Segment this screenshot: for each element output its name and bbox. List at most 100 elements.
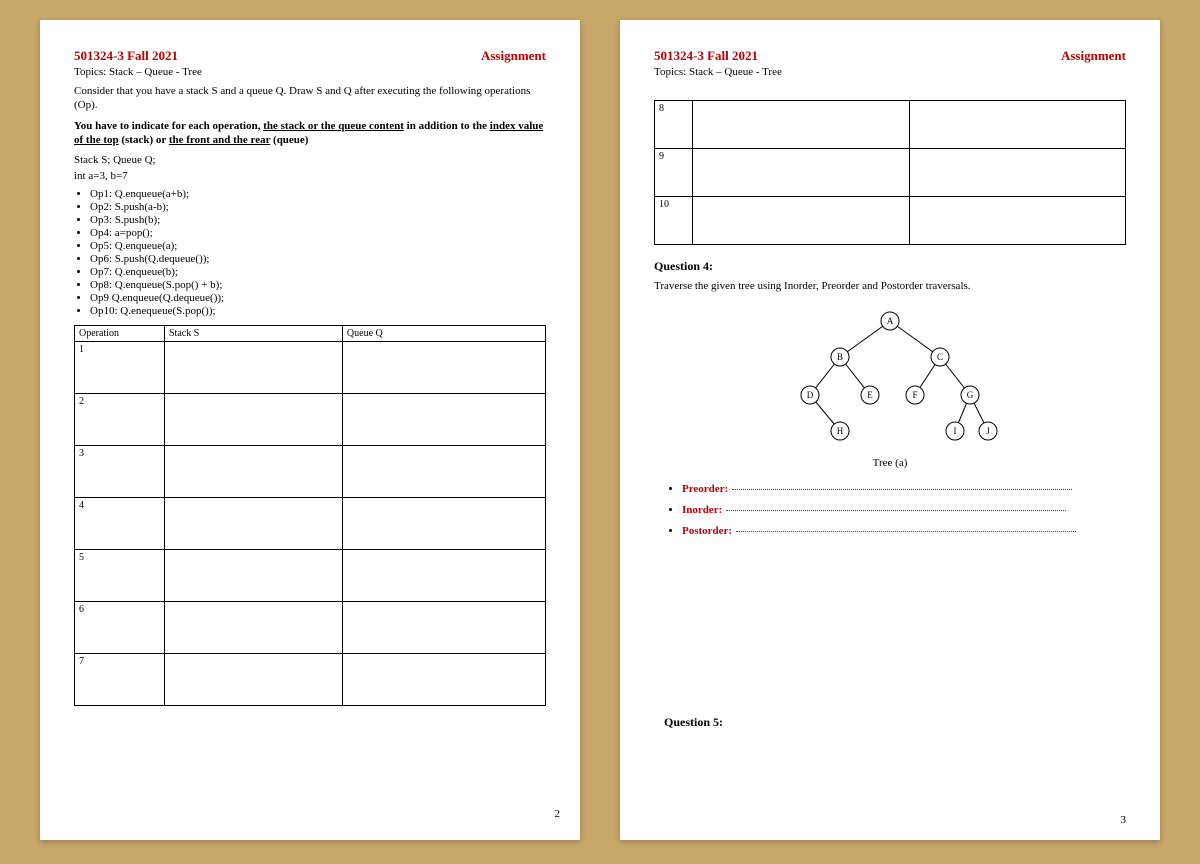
- traversal-label: Postorder:: [682, 525, 732, 537]
- cell: [342, 549, 545, 601]
- row-label: 7: [75, 653, 165, 705]
- cell: [165, 653, 343, 705]
- svg-text:F: F: [912, 390, 917, 400]
- op-item: Op5: Q.enqueue(a);: [90, 240, 546, 252]
- op-item: Op3: S.push(b);: [90, 214, 546, 226]
- answer-blank: [732, 489, 1072, 490]
- cell: [909, 197, 1126, 245]
- decl-stack-queue: Stack S; Queue Q;: [74, 153, 546, 167]
- course-code: 501324-3 Fall 2021: [654, 48, 758, 64]
- op-item: Op2: S.push(a-b);: [90, 201, 546, 213]
- page-number: 3: [1121, 814, 1127, 826]
- intro-paragraph: Consider that you have a stack S and a q…: [74, 84, 546, 113]
- cell: [342, 497, 545, 549]
- operations-list: Op1: Q.enqueue(a+b); Op2: S.push(a-b); O…: [90, 188, 546, 317]
- cell: [693, 197, 910, 245]
- row-label: 1: [75, 341, 165, 393]
- cell: [342, 445, 545, 497]
- traversal-item: Preorder:: [682, 483, 1126, 495]
- question-5-title: Question 5:: [664, 715, 723, 730]
- instr-seg-1: You have to indicate for each operation,: [74, 120, 263, 132]
- traversal-list: Preorder: Inorder: Postorder:: [682, 483, 1126, 537]
- topics-line: Topics: Stack – Queue - Tree: [74, 66, 546, 78]
- instr-seg-2: in addition to the: [404, 120, 490, 132]
- table-row: 5: [75, 549, 546, 601]
- svg-text:B: B: [837, 352, 843, 362]
- col-stack: Stack S: [165, 325, 343, 341]
- op-item: Op6: S.push(Q.dequeue());: [90, 253, 546, 265]
- svg-text:H: H: [837, 426, 844, 436]
- cell: [909, 101, 1126, 149]
- cell: [909, 149, 1126, 197]
- table-row: 10: [655, 197, 1126, 245]
- instruction-paragraph: You have to indicate for each operation,…: [74, 119, 546, 148]
- page-1: 501324-3 Fall 2021 Assignment Topics: St…: [40, 20, 580, 840]
- op-item: Op4: a=pop();: [90, 227, 546, 239]
- assignment-label: Assignment: [481, 48, 546, 64]
- row-label: 10: [655, 197, 693, 245]
- answer-blank: [736, 531, 1076, 532]
- cell: [165, 445, 343, 497]
- traversal-item: Inorder:: [682, 504, 1126, 516]
- course-code: 501324-3 Fall 2021: [74, 48, 178, 64]
- row-label: 3: [75, 445, 165, 497]
- header-row: 501324-3 Fall 2021 Assignment: [654, 48, 1126, 64]
- worksheet-table: Operation Stack S Queue Q 1 2 3 4 5 6 7: [74, 325, 546, 706]
- op-item: Op10: Q.enequeue(S.pop());: [90, 305, 546, 317]
- cell: [693, 149, 910, 197]
- table-row: 1: [75, 341, 546, 393]
- tree-caption: Tree (a): [654, 457, 1126, 469]
- col-queue: Queue Q: [342, 325, 545, 341]
- row-label: 2: [75, 393, 165, 445]
- page-number: 2: [555, 808, 561, 820]
- traversal-item: Postorder:: [682, 525, 1126, 537]
- svg-text:C: C: [937, 352, 943, 362]
- header-row: 501324-3 Fall 2021 Assignment: [74, 48, 546, 64]
- page-2: 501324-3 Fall 2021 Assignment Topics: St…: [620, 20, 1160, 840]
- topics-line: Topics: Stack – Queue - Tree: [654, 66, 1126, 78]
- cell: [165, 601, 343, 653]
- instr-seg-4: (queue): [270, 134, 308, 146]
- row-label: 8: [655, 101, 693, 149]
- cell: [342, 601, 545, 653]
- instr-seg-3: (stack) or: [119, 134, 169, 146]
- question-4-text: Traverse the given tree using Inorder, P…: [654, 280, 1126, 292]
- svg-text:D: D: [807, 390, 814, 400]
- cell: [165, 393, 343, 445]
- table-row: 2: [75, 393, 546, 445]
- tree-svg: A B C D E F G H I J: [760, 302, 1020, 452]
- cell: [165, 497, 343, 549]
- cell: [342, 653, 545, 705]
- row-label: 9: [655, 149, 693, 197]
- table-row: 8: [655, 101, 1126, 149]
- instr-underline-3: the front and the rear: [169, 134, 270, 146]
- table-header-row: Operation Stack S Queue Q: [75, 325, 546, 341]
- col-operation: Operation: [75, 325, 165, 341]
- worksheet-table-continued: 8 9 10: [654, 100, 1126, 245]
- answer-blank: [726, 510, 1066, 511]
- op-item: Op8: Q.enqueue(S.pop() + b);: [90, 279, 546, 291]
- op-item: Op9 Q.enqueue(Q.dequeue());: [90, 292, 546, 304]
- row-label: 5: [75, 549, 165, 601]
- row-label: 6: [75, 601, 165, 653]
- table-row: 9: [655, 149, 1126, 197]
- cell: [693, 101, 910, 149]
- op-item: Op7: Q.enqueue(b);: [90, 266, 546, 278]
- table-row: 4: [75, 497, 546, 549]
- svg-text:A: A: [887, 316, 894, 326]
- svg-text:G: G: [967, 390, 974, 400]
- question-4-title: Question 4:: [654, 259, 1126, 274]
- tree-diagram: A B C D E F G H I J Tree (a): [654, 302, 1126, 469]
- assignment-label: Assignment: [1061, 48, 1126, 64]
- cell: [165, 341, 343, 393]
- table-row: 7: [75, 653, 546, 705]
- instr-underline-1: the stack or the queue content: [263, 120, 404, 132]
- svg-text:I: I: [954, 426, 957, 436]
- traversal-label: Inorder:: [682, 504, 722, 516]
- svg-text:J: J: [986, 426, 990, 436]
- table-row: 6: [75, 601, 546, 653]
- table-row: 3: [75, 445, 546, 497]
- cell: [342, 393, 545, 445]
- svg-text:E: E: [867, 390, 873, 400]
- row-label: 4: [75, 497, 165, 549]
